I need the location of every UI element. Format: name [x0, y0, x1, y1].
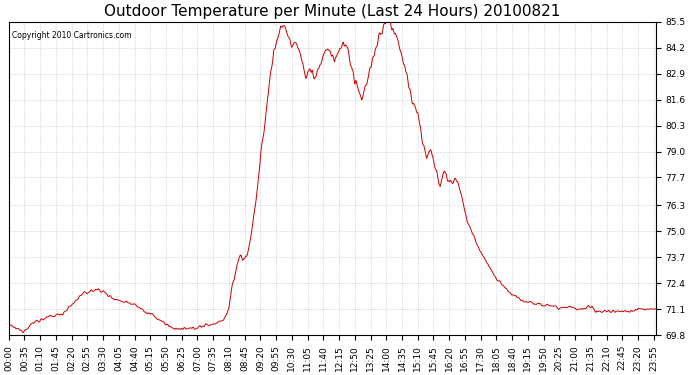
Text: Copyright 2010 Cartronics.com: Copyright 2010 Cartronics.com — [12, 31, 131, 40]
Title: Outdoor Temperature per Minute (Last 24 Hours) 20100821: Outdoor Temperature per Minute (Last 24 … — [104, 4, 560, 19]
